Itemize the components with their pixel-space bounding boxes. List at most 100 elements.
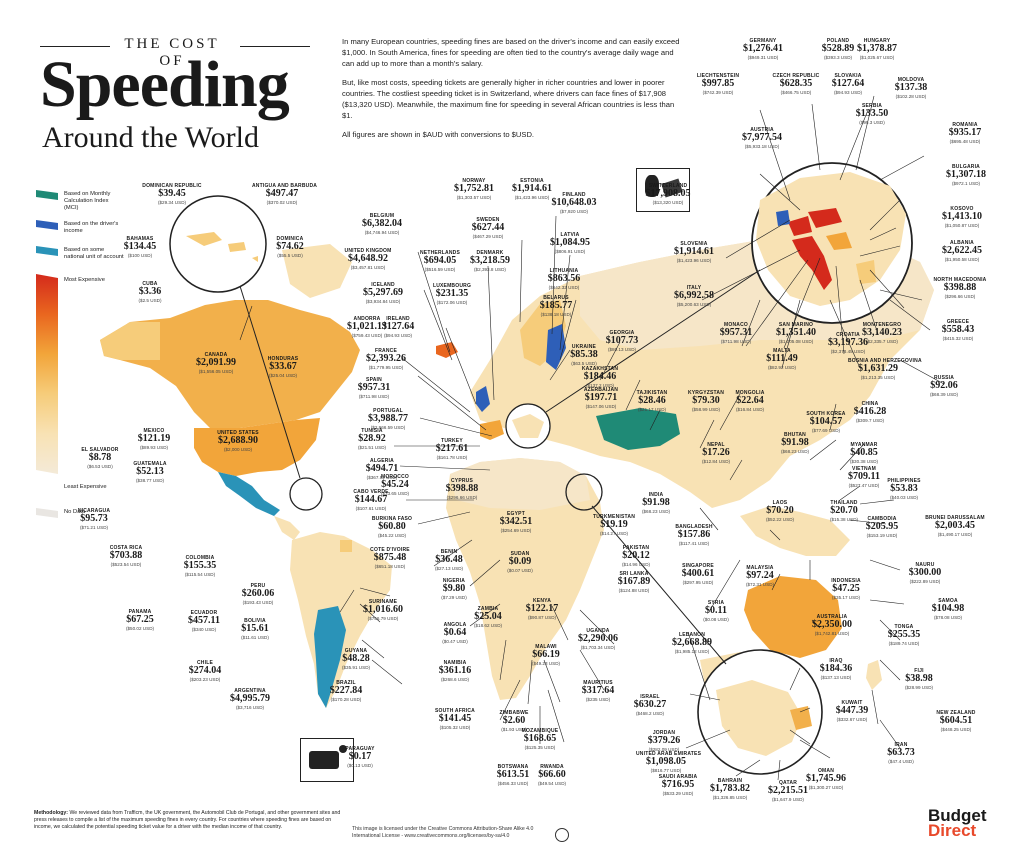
country-label: UGANDA $2,290.06 ($1,703.34 USD) [568,628,628,651]
fine-usd: ($1,779.95 USD) [368,364,404,370]
fine-aud: $628.35 [779,78,813,89]
country-name: MAURITIUS [583,680,613,686]
country-label: RWANDA $66.60 ($49.54 USD) [522,764,582,787]
country-label: MONGOLIA $22.64 ($16.84 USD) [720,390,780,413]
fine-aud: $342.51 [499,516,533,527]
fine-aud: $528.89 [821,43,855,54]
fine-aud: $127.64 [381,321,415,332]
country-name: GERMANY [749,38,777,44]
country-label: PERU $260.06 ($193.43 USD) [228,583,288,606]
fine-aud: $2,393.26 [366,353,406,364]
fine-aud: $709.11 [848,471,880,482]
fine-aud: $184.36 [819,663,853,674]
fine-usd: ($72.31 USD) [745,581,775,587]
fine-aud: $20.70 [830,505,858,516]
country-label: PANAMA $67.25 ($50.02 USD) [110,609,170,632]
fine-usd: ($47.4 USD) [888,758,914,764]
country-label: BAHAMAS $134.45 ($100 USD) [110,236,170,259]
country-label: KOSOVO $1,413.10 ($1,050.87 USD) [932,206,992,229]
country-label: MALAYSIA $97.24 ($72.31 USD) [730,565,790,588]
country-name: SYRIA [707,600,725,606]
fine-usd: ($816.77 USD) [650,767,682,773]
country-name: POLAND [826,38,850,44]
country-name: COSTA RICA [109,545,143,551]
country-name: SUDAN [510,551,530,557]
fine-usd: ($27.13 USD) [434,565,464,571]
country-name: BENIN [440,549,458,555]
country-label: PARAGUAY $0.17 ($0.13 USD) [330,746,390,769]
fine-aud: $630.27 [633,699,667,710]
country-name: MONACO [724,322,748,328]
country-name: FINLAND [562,192,586,198]
fine-aud: $1,307.18 [946,169,986,180]
fine-usd: ($2,966.59 USD) [370,424,406,430]
fine-usd: ($1,556.05 USD) [198,368,234,374]
country-label: NORWAY $1,752.81 ($1,303.57 USD) [444,178,504,201]
country-label: GEORGIA $107.73 ($80.13 USD) [592,330,652,353]
fine-aud: $1,914.61 [674,246,714,257]
fine-usd: ($466.75 USD) [780,89,812,95]
fine-aud: $997.85 [701,78,735,89]
country-name: IRAQ [829,658,843,664]
fine-aud: $63.73 [887,747,915,758]
country-label: PAKISTAN $20.12 ($14.96 USD) [606,545,666,568]
fine-usd: ($1,985.12 USD) [674,648,710,654]
fine-aud: $627.44 [471,222,505,233]
region-central-america [274,516,300,540]
legend-swatch-income [36,220,58,230]
country-name: SWEDEN [476,217,500,223]
fine-aud: $97.24 [746,570,774,581]
fine-aud: $0.64 [443,627,467,638]
country-name: NEW ZEALAND [936,710,976,716]
country-name: TURKEY [441,438,463,444]
fine-usd: ($30.38 USD) [849,458,879,464]
fine-usd: ($11.61 USD) [241,634,269,640]
fine-aud: $19.19 [600,519,628,530]
country-name: LIECHTENSTEIN [696,73,740,79]
country-label: PORTUGAL $3,988.77 ($2,966.59 USD) [358,408,418,431]
country-name: VIETNAM [852,466,876,472]
fine-aud: $25.04 [474,611,502,622]
country-label: KYRGYZSTAN $79.30 ($58.99 USD) [676,390,736,413]
country-name: BAHAMAS [126,236,154,242]
fine-usd: ($1.93 USD) [501,726,527,732]
fine-aud: $274.04 [188,665,222,676]
country-label: MOLDOVA $137.38 ($102.28 USD) [881,77,941,100]
country-label: COLOMBIA $155.35 ($115.54 USD) [170,555,230,578]
methodology-label: Methodology: [34,810,68,816]
country-label: KAZAKHSTAN $184.46 ($137.2 USD) [570,366,630,389]
fine-usd: ($99.3 USD) [859,119,885,125]
country-label: LAOS $70.20 ($52.22 USD) [750,500,810,523]
country-name: MALAYSIA [746,565,774,571]
country-name: MONTENEGRO [862,322,902,328]
country-label: NAMIBIA $361.16 ($268.6 USD) [425,660,485,683]
fine-aud: $3,988.77 [368,413,408,424]
fine-usd: ($33.65 USD) [380,490,410,496]
country-label: SYRIA $0.11 ($0.08 USD) [686,600,746,623]
fine-aud: $1,016.60 [363,604,403,615]
fine-aud: $2.60 [502,715,526,726]
fine-usd: ($1,423.96 USD) [676,257,712,263]
fine-aud: $558.43 [941,324,975,335]
fine-aud: $957.31 [719,327,753,338]
fine-aud: $144.67 [354,494,388,505]
country-name: CABO VERDE [353,489,389,495]
fine-usd: ($1,300.27 USD) [808,784,844,790]
country-name: CANADA [204,352,228,358]
fine-aud: $2,688.90 [218,435,258,446]
methodology-body: We reviewed data from Trafficm, the UK g… [34,810,341,830]
country-label: NIGERIA $9.80 ($7.29 USD) [424,578,484,601]
fine-aud: $1,378.87 [857,43,897,54]
fine-usd: ($45.22 USD) [377,532,407,538]
country-name: ARGENTINA [234,688,266,694]
fine-aud: $4,995.79 [230,693,270,704]
country-name: CAMBODIA [867,516,897,522]
country-name: KOSOVO [950,206,974,212]
fine-aud: $52.13 [136,466,164,477]
fine-usd: ($332.67 USD) [836,716,868,722]
country-name: BANGLADESH [675,524,713,530]
methodology-text: Methodology: We reviewed data from Traff… [34,810,344,830]
country-label: ALGERIA $494.71 ($367.92 USD) [352,458,412,481]
fine-usd: ($7.29 USD) [441,594,467,600]
country-label: SAUDI ARABIA $716.95 ($533.29 USD) [648,774,708,797]
